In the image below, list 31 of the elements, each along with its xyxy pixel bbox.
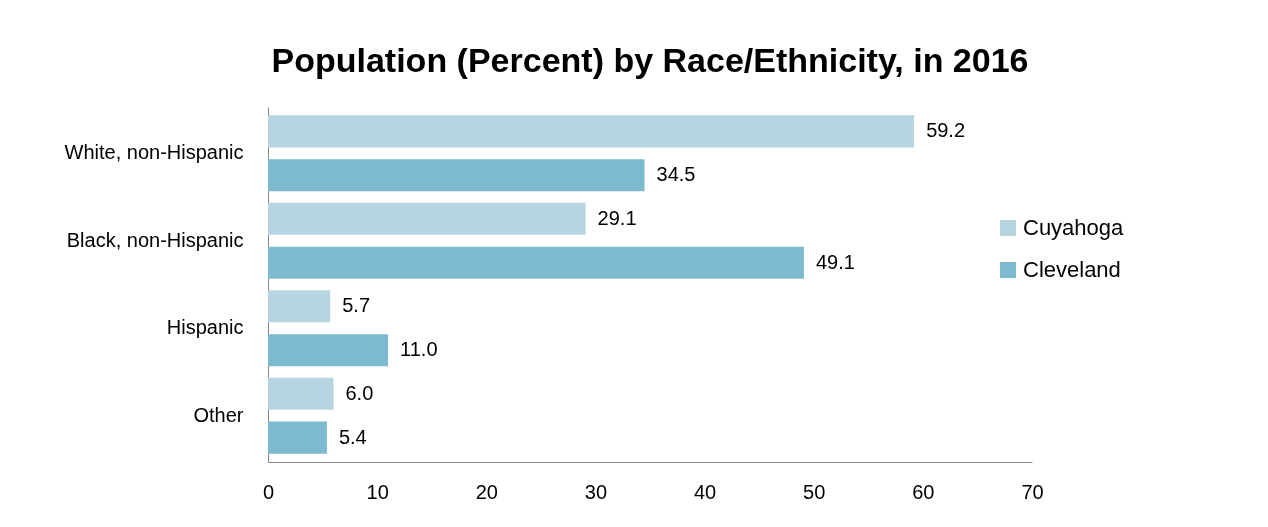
- chart-title: Population (Percent) by Race/Ethnicity, in 2016: [271, 41, 1029, 79]
- bar: [268, 334, 389, 367]
- x-tick-label: 20: [475, 480, 498, 503]
- data-label: 11.0: [400, 338, 438, 361]
- data-label: 6.0: [345, 381, 374, 404]
- x-tick-label: 60: [912, 480, 935, 503]
- bar: [268, 290, 331, 323]
- data-label: 49.1: [815, 250, 855, 273]
- data-label: 59.2: [926, 119, 966, 142]
- bar: [268, 246, 804, 279]
- data-label: 34.5: [656, 163, 696, 186]
- legend-label: Cuyahoga: [1023, 215, 1125, 241]
- data-label: 5.7: [342, 294, 371, 317]
- bar: [268, 202, 586, 235]
- x-tick-label: 0: [262, 480, 275, 503]
- x-tick-label: 30: [584, 480, 608, 503]
- data-label: 29.1: [597, 206, 637, 229]
- bar: [268, 159, 645, 192]
- bar: [268, 377, 334, 410]
- data-label: 5.4: [338, 425, 367, 448]
- y-tick-label: White, non-Hispanic: [64, 141, 244, 164]
- y-tick-label: Hispanic: [166, 316, 244, 339]
- y-tick-label: Black, non-Hispanic: [66, 228, 244, 251]
- x-tick-label: 40: [693, 480, 717, 503]
- legend-label: Cleveland: [1023, 257, 1121, 283]
- x-tick-label: 10: [366, 480, 389, 503]
- x-tick-label: 70: [1021, 480, 1044, 503]
- bar: [268, 421, 327, 454]
- y-tick-label: Other: [193, 403, 244, 426]
- bar: [268, 115, 915, 148]
- x-tick-label: 50: [803, 480, 826, 503]
